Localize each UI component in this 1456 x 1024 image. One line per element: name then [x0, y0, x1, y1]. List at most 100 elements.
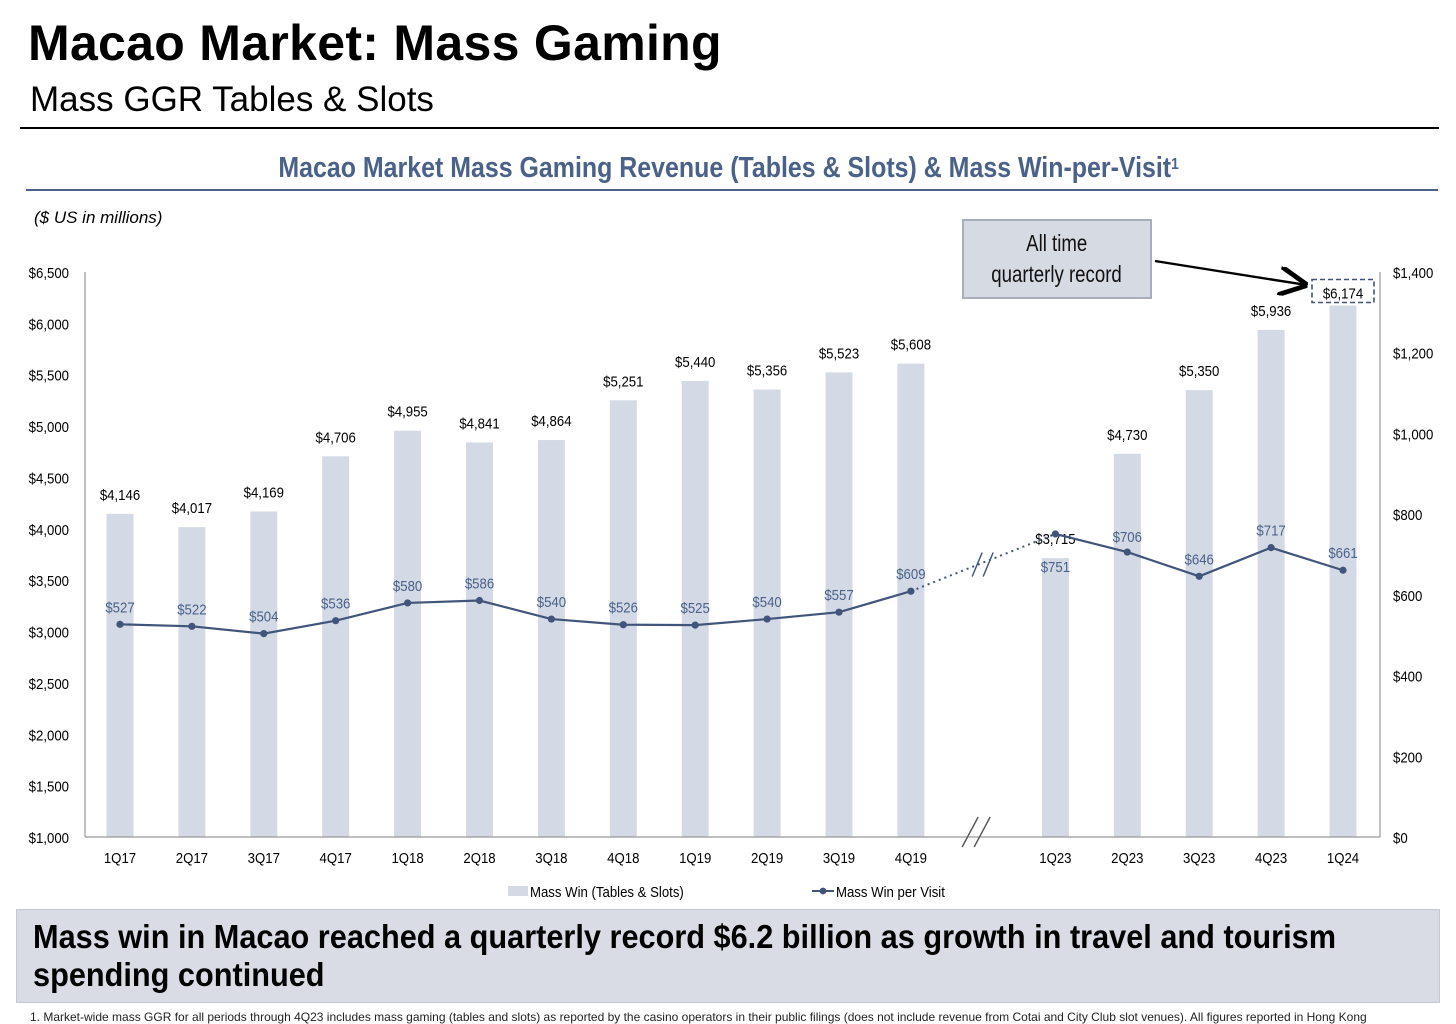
- y-right-tick-200: $200: [1393, 748, 1422, 765]
- line-break-mark-1: [971, 552, 983, 577]
- y-left-tick-1500: $1,500: [29, 778, 69, 795]
- bar-4q23: [1257, 329, 1285, 837]
- x-tick-2q23: 2Q23: [1111, 849, 1143, 866]
- x-tick-2q18: 2Q18: [463, 849, 495, 866]
- line-label-1q17: $527: [105, 599, 134, 616]
- bar-label-2q23: $4,730: [1107, 426, 1147, 443]
- x-tick-2q17: 2Q17: [176, 849, 208, 866]
- record-highlight-box: [1311, 278, 1375, 304]
- line-point-3q17: [260, 630, 268, 638]
- line-label-3q19: $557: [824, 586, 853, 603]
- line-point-2q17: [188, 622, 196, 630]
- y-left-tick-2000: $2,000: [29, 726, 69, 743]
- y-right-tick-0: $0: [1393, 829, 1408, 846]
- x-tick-3q17: 3Q17: [248, 849, 280, 866]
- line-point-4q18: [619, 621, 627, 629]
- line-label-3q23: $646: [1185, 550, 1214, 567]
- combo-chart: 1Q17 2Q17 3Q17 4Q17 1Q18 2Q18 3Q18 4Q18 1Q19 2Q19…: [29, 259, 1433, 900]
- line-segment-break-dotted: [910, 532, 1056, 593]
- takeaway-text: Mass win in Macao reached a quarterly re…: [33, 918, 1337, 993]
- line-label-2q17: $522: [177, 601, 206, 618]
- y-left-tick-4000: $4,000: [29, 521, 69, 538]
- line-label-2q19: $540: [752, 593, 781, 610]
- bar-label-1q24: $6,174: [1323, 285, 1363, 302]
- x-tick-1q24: 1Q24: [1327, 849, 1359, 866]
- line-point-4q23: [1267, 544, 1275, 552]
- bar-1q17: [106, 513, 134, 837]
- x-tick-2q19: 2Q19: [751, 849, 783, 866]
- y-left-tick-2500: $2,500: [29, 675, 69, 692]
- bar-label-1q19: $5,440: [675, 353, 715, 370]
- line-label-2q23: $706: [1113, 528, 1142, 545]
- y-right-tick-1000: $1,000: [1393, 426, 1433, 443]
- bar-4q18: [609, 400, 637, 837]
- line-label-1q18: $580: [393, 577, 422, 594]
- bar-label-1q18: $4,955: [387, 403, 427, 420]
- y-right-tick-1200: $1,200: [1393, 345, 1433, 362]
- line-point-3q18: [547, 615, 556, 623]
- bar-label-1q17: $4,146: [100, 486, 140, 503]
- callout-arrow: [1154, 259, 1303, 284]
- units-note: ($ US in millions): [34, 208, 163, 227]
- y-left-tick-5500: $5,500: [29, 367, 69, 384]
- legend-swatch-mass-win: [508, 886, 528, 896]
- line-point-2q23: [1123, 548, 1131, 556]
- page-subtitle: Mass GGR Tables & Slots: [30, 80, 434, 119]
- bar-2q19: [753, 389, 781, 837]
- line-label-1q24: $661: [1328, 544, 1357, 561]
- x-tick-4q18: 4Q18: [607, 849, 639, 866]
- page-title: Macao Market: Mass Gaming: [28, 15, 722, 71]
- x-tick-4q19: 4Q19: [895, 849, 927, 866]
- bar-4q17: [322, 456, 350, 837]
- x-tick-1q17: 1Q17: [104, 849, 136, 866]
- bar-label-2q19: $5,356: [747, 362, 787, 379]
- x-tick-1q18: 1Q18: [391, 849, 423, 866]
- line-label-4q23: $717: [1256, 522, 1285, 539]
- x-tick-4q23: 4Q23: [1255, 849, 1287, 866]
- x-tick-3q18: 3Q18: [535, 849, 567, 866]
- bar-label-2q18: $4,841: [459, 415, 499, 432]
- legend-label-mass-win-per-visit: Mass Win per Visit: [836, 883, 945, 900]
- line-segment-pre-break: [119, 590, 912, 635]
- x-tick-3q23: 3Q23: [1183, 849, 1215, 866]
- y-left-tick-4500: $4,500: [29, 470, 69, 487]
- bar-label-4q19: $5,608: [891, 336, 931, 353]
- y-left-tick-5000: $5,000: [29, 418, 69, 435]
- bar-3q17: [250, 511, 278, 837]
- x-tick-1q23: 1Q23: [1039, 849, 1071, 866]
- line-point-3q23: [1195, 572, 1203, 580]
- y-left-tick-1000: $1,000: [29, 829, 69, 846]
- y-right-tick-1400: $1,400: [1393, 264, 1433, 281]
- bar-1q19: [681, 380, 709, 837]
- chart-title: Macao Market Mass Gaming Revenue (Tables…: [102, 152, 1354, 185]
- bar-label-1q23: $3,715: [1035, 530, 1075, 547]
- title-divider: [20, 127, 1439, 129]
- record-callout-box: All time quarterly record: [962, 219, 1152, 299]
- chart-legend: Mass Win (Tables & Slots) Mass Win per Vi…: [508, 883, 945, 900]
- callout-line-1: All time: [1026, 230, 1088, 256]
- takeaway-banner: Mass win in Macao reached a quarterly re…: [16, 909, 1440, 1003]
- bar-1q18: [394, 430, 422, 837]
- line-series-mass-win-per-visit: [116, 530, 1347, 638]
- bar-3q23: [1185, 390, 1213, 837]
- bar-label-4q23: $5,936: [1251, 302, 1291, 319]
- chart-title-text: Macao Market Mass Gaming Revenue (Tables…: [278, 152, 1172, 184]
- y-left-tick-3000: $3,000: [29, 624, 69, 641]
- line-point-1q18: [404, 599, 412, 607]
- y-right-tick-800: $800: [1393, 506, 1422, 523]
- line-point-1q17: [116, 620, 124, 628]
- legend-label-mass-win: Mass Win (Tables & Slots): [530, 883, 684, 900]
- line-point-1q19: [691, 621, 699, 629]
- bar-data-labels: $4,146 $4,017 $4,169 $4,706 $4,955 $4,841 $4,8…: [100, 285, 1363, 548]
- chart-title-footnote-mark: 1: [1171, 156, 1179, 173]
- bar-label-2q17: $4,017: [172, 499, 212, 516]
- y-right-tick-600: $600: [1393, 587, 1422, 604]
- bar-2q18: [466, 442, 493, 837]
- x-axis-break-mark-2: [973, 816, 991, 848]
- bar-label-3q17: $4,169: [244, 484, 284, 501]
- legend-swatch-point: [819, 887, 827, 895]
- line-label-2q18: $586: [465, 575, 494, 592]
- line-point-2q18: [475, 596, 484, 605]
- bar-label-4q17: $4,706: [316, 428, 356, 445]
- line-label-1q19: $525: [681, 599, 710, 616]
